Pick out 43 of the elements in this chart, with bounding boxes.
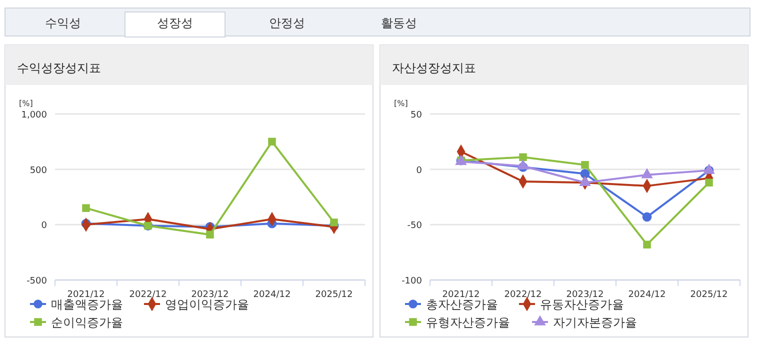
point — [642, 212, 652, 222]
legend-label: 순이익증가율 — [51, 316, 123, 330]
x-tick-label: 2025/12 — [315, 290, 353, 300]
point — [206, 230, 214, 238]
text: 안정성 — [269, 16, 305, 30]
x-tick-label: 2021/12 — [442, 290, 480, 300]
y-tick-label: 50 — [410, 110, 422, 120]
x-tick-label: 2025/12 — [690, 290, 728, 300]
x-tick-label: 2024/12 — [628, 290, 666, 300]
y-tick-label: 1,000 — [21, 110, 48, 120]
text: 활동성 — [381, 16, 417, 30]
point — [519, 153, 527, 162]
y-axis-title: [%] — [394, 99, 408, 108]
legend-label: 매출액증가율 — [51, 298, 123, 312]
legend-label: 총자산증가율 — [426, 298, 498, 312]
point — [705, 178, 713, 186]
legend-label: 자기자본증가율 — [553, 316, 637, 330]
y-tick-label: -500 — [26, 276, 48, 286]
y-tick-label: 0 — [416, 166, 422, 176]
legend-label: 유형자산증가율 — [426, 316, 510, 330]
y-tick-label: -100 — [402, 276, 422, 286]
point — [82, 204, 90, 212]
legend-label: 유동자산증가율 — [540, 298, 624, 312]
legend-label: 영업이익증가율 — [165, 298, 249, 312]
text: 성장성 — [157, 16, 193, 30]
point — [643, 240, 651, 248]
y-tick-label: 500 — [30, 166, 48, 176]
y-tick-label: -50 — [407, 221, 422, 232]
point — [268, 138, 276, 146]
x-tick-label: 2021/12 — [67, 290, 105, 300]
x-tick-label: 2024/12 — [253, 290, 291, 300]
x-tick-label: 2023/12 — [191, 290, 229, 300]
x-tick-label: 2023/12 — [566, 290, 604, 300]
y-axis-title: [%] — [19, 99, 33, 108]
text: 수익성 — [45, 16, 81, 30]
point — [581, 161, 589, 169]
x-tick-label: 2022/12 — [129, 290, 167, 300]
point — [580, 169, 590, 178]
x-tick-label: 2022/12 — [504, 290, 542, 300]
chart-title: 수익성장성지표 — [17, 61, 101, 75]
y-tick-label: 0 — [41, 221, 48, 232]
chart-title: 자산성장성지표 — [392, 61, 476, 75]
point — [330, 218, 338, 226]
